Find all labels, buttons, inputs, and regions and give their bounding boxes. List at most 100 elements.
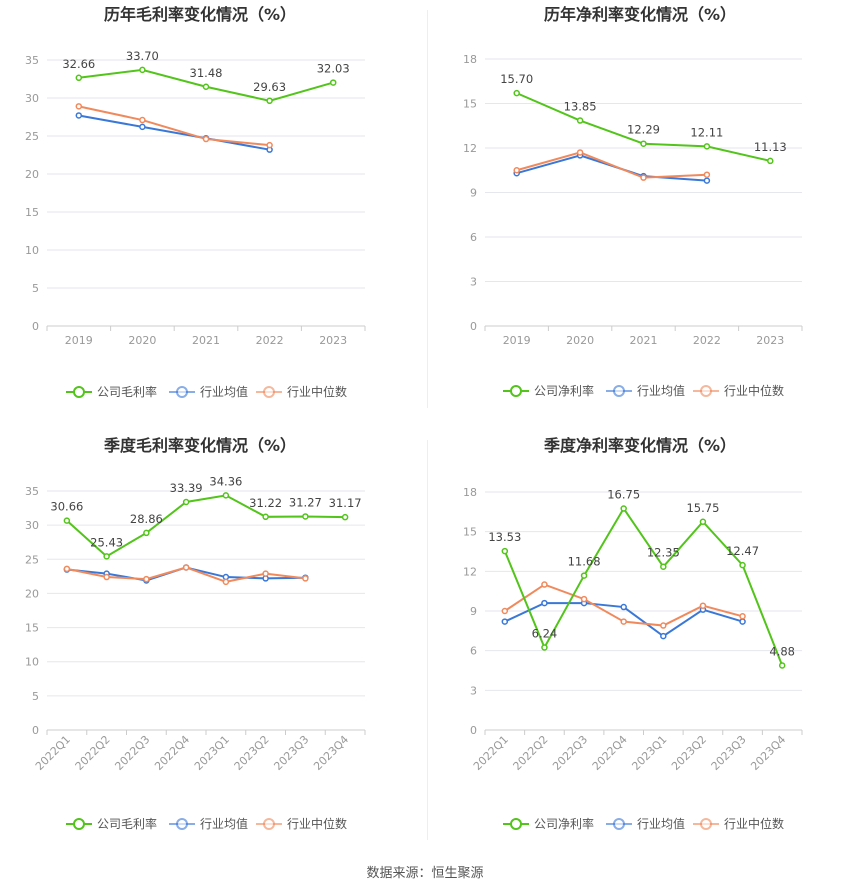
legend-swatch-marker (263, 818, 275, 830)
x-tick-label: 2023Q1 (192, 733, 232, 773)
y-tick-label: 15 (25, 206, 39, 219)
data-point (660, 632, 667, 640)
y-tick-label: 12 (463, 142, 477, 155)
data-label: 6.24 (532, 626, 558, 640)
y-tick-label: 15 (463, 98, 477, 111)
chart-title: 季度毛利率变化情况（%） (103, 436, 296, 455)
series-line-2 (78, 114, 270, 151)
x-tick-label: 2022Q3 (550, 733, 590, 773)
data-label: 25.43 (90, 535, 123, 549)
data-label: 13.85 (564, 100, 597, 114)
y-tick-label: 35 (25, 54, 39, 67)
legend-swatch-marker (73, 386, 85, 398)
legend-swatch-marker (73, 818, 85, 830)
legend-swatch-marker (176, 818, 188, 830)
data-label: 15.70 (500, 72, 533, 86)
y-tick-label: 18 (463, 486, 477, 499)
data-point (640, 140, 647, 147)
y-tick-label: 6 (470, 645, 477, 658)
y-tick-label: 5 (32, 282, 39, 295)
y-tick-label: 25 (25, 130, 39, 143)
data-point (222, 492, 230, 499)
y-tick-label: 35 (25, 485, 39, 498)
data-label: 32.03 (317, 62, 350, 76)
legend-swatch-marker (613, 385, 625, 397)
legend-item-1: 公司毛利率 (66, 384, 157, 399)
data-label: 30.66 (50, 500, 83, 514)
data-label: 31.22 (249, 496, 282, 510)
data-point (620, 618, 627, 625)
data-point (341, 513, 349, 521)
y-tick-label: 9 (470, 187, 477, 200)
legend-label: 行业中位数 (724, 383, 784, 398)
data-point (501, 607, 509, 615)
legend-item-3: 行业中位数 (256, 816, 347, 831)
chart-panel-2: 历年净利率变化情况（%） 0 3 6 9 12 15 18 2019 2020 2021 2022 20… (463, 5, 803, 398)
data-label: 12.35 (647, 546, 680, 560)
data-point (143, 575, 150, 583)
legend-item-2: 行业均值 (169, 816, 248, 831)
series-line-3 (78, 105, 270, 147)
legend-label: 公司毛利率 (97, 816, 157, 831)
legend-label: 行业均值 (200, 816, 248, 831)
data-label: 34.36 (209, 474, 242, 488)
data-label: 4.88 (769, 644, 795, 658)
x-tick-label: 2023Q1 (629, 733, 669, 773)
data-point (202, 83, 210, 91)
data-point (266, 97, 273, 105)
data-point (640, 174, 647, 181)
y-tick-label: 18 (463, 53, 477, 66)
x-tick-label: 2023Q3 (271, 733, 311, 773)
data-point (620, 603, 627, 611)
y-tick-label: 30 (25, 92, 39, 105)
data-point (75, 103, 83, 110)
data-point (576, 117, 584, 124)
data-point (576, 149, 584, 156)
x-tick-label: 2023 (756, 334, 784, 347)
x-tick-label: 2022Q2 (510, 733, 550, 773)
data-label: 15.75 (686, 501, 719, 515)
x-tick-label: 2020 (128, 334, 156, 347)
legend-swatch-marker (263, 386, 275, 398)
x-tick-label: 2021 (630, 334, 658, 347)
data-point (699, 602, 707, 609)
legend-item-3: 行业中位数 (256, 384, 347, 399)
data-point (660, 563, 667, 570)
x-tick-label: 2022Q1 (471, 733, 511, 773)
data-label: 28.86 (130, 512, 163, 526)
x-tick-label: 2022 (693, 334, 721, 347)
data-label: 33.39 (170, 481, 203, 495)
x-tick-label: 2023Q3 (709, 733, 749, 773)
y-tick-label: 15 (25, 622, 39, 635)
data-point (501, 618, 509, 625)
legend-label: 行业中位数 (287, 816, 347, 831)
y-tick-label: 0 (32, 724, 39, 737)
x-tick-label: 2023Q4 (311, 733, 351, 773)
data-point (63, 565, 71, 573)
chart-panel-1: 历年毛利率变化情况（%） 0 5 10 15 20 25 30 35 2019 2020 2021 20… (25, 5, 366, 399)
data-point (620, 505, 627, 512)
data-label: 29.63 (253, 80, 286, 94)
data-point (139, 66, 146, 74)
legend-label: 行业均值 (637, 383, 685, 398)
x-tick-label: 2023Q2 (232, 733, 272, 773)
legend-swatch-marker (700, 818, 712, 830)
y-tick-label: 6 (470, 231, 477, 244)
data-label: 12.29 (627, 123, 660, 137)
data-point (143, 529, 150, 537)
series-line-1 (66, 494, 346, 558)
legend-label: 行业均值 (637, 816, 685, 831)
data-point (182, 564, 190, 571)
legend-swatch-marker (510, 818, 522, 830)
data-label: 31.48 (190, 66, 223, 80)
data-point (660, 622, 667, 629)
data-point (513, 89, 520, 97)
data-point (103, 573, 110, 581)
x-tick-label: 2023Q2 (669, 733, 709, 773)
y-tick-label: 9 (470, 605, 477, 618)
column-divider-top (427, 10, 428, 408)
data-source-note: 数据来源：恒生聚源 (366, 866, 484, 881)
data-point (703, 143, 711, 150)
chart-title: 历年净利率变化情况（%） (544, 5, 736, 24)
